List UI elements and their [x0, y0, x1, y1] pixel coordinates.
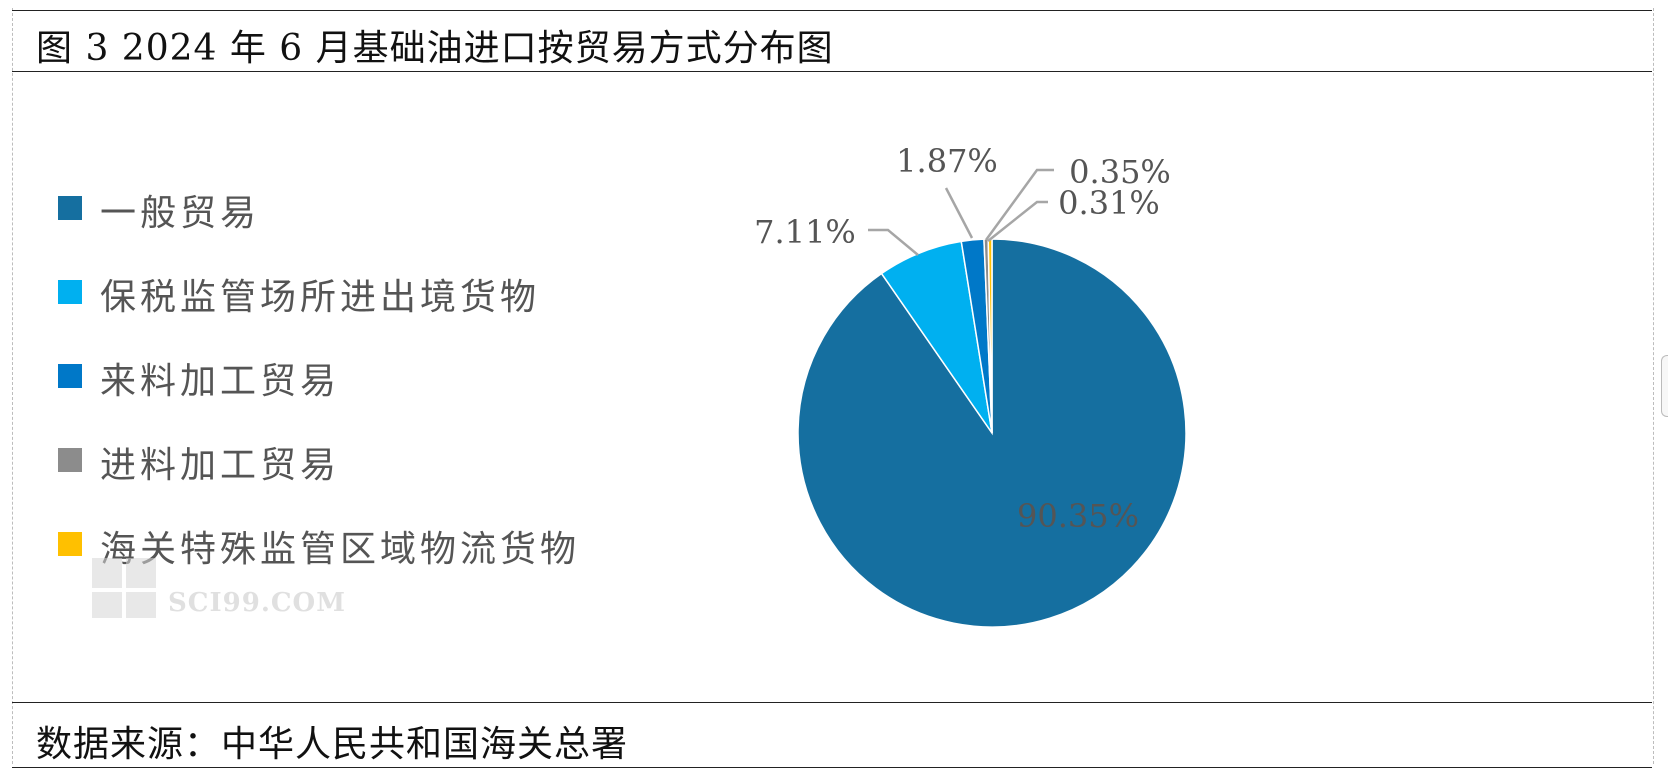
legend-label: 来料加工贸易: [100, 361, 341, 402]
watermark-logo: SCI99.COM: [92, 550, 392, 620]
data-source: 数据来源：中华人民共和国海关总署: [36, 724, 629, 765]
legend-label: 一般贸易: [100, 193, 261, 234]
data-label: 1.87%: [896, 142, 998, 180]
watermark-square: [126, 558, 156, 588]
pie-slice: [797, 238, 1187, 628]
chart-title: 图 3 2024 年 6 月基础油进口按贸易方式分布图: [36, 28, 834, 69]
leader-line: [944, 187, 974, 239]
watermark-square: [92, 558, 122, 588]
legend-swatch: [58, 196, 82, 220]
title-bar: 图 3 2024 年 6 月基础油进口按贸易方式分布图: [12, 10, 1652, 72]
legend-label: 保税监管场所进出境货物: [100, 277, 541, 318]
scroll-handle[interactable]: [1661, 355, 1668, 417]
data-label: 7.11%: [754, 213, 856, 251]
leader-line: [987, 200, 1048, 242]
data-label: 0.31%: [1058, 184, 1160, 222]
leader-line: [984, 168, 1054, 241]
legend-label: 海关特殊监管区域物流货物: [100, 529, 581, 570]
watermark-square: [126, 592, 156, 618]
legend-swatch: [58, 280, 82, 304]
legend-swatch: [58, 532, 82, 556]
watermark-text: SCI99.COM: [168, 588, 346, 618]
data-label: 0.35%: [1069, 153, 1171, 191]
leader-line: [868, 228, 919, 256]
legend-swatch: [58, 448, 82, 472]
legend-label: 进料加工贸易: [100, 445, 341, 486]
watermark-square: [92, 592, 122, 618]
legend-swatch: [58, 364, 82, 388]
data-label: 90.35%: [1017, 497, 1139, 535]
source-bar: 数据来源：中华人民共和国海关总署: [12, 702, 1652, 768]
chart-frame: [12, 8, 1654, 764]
